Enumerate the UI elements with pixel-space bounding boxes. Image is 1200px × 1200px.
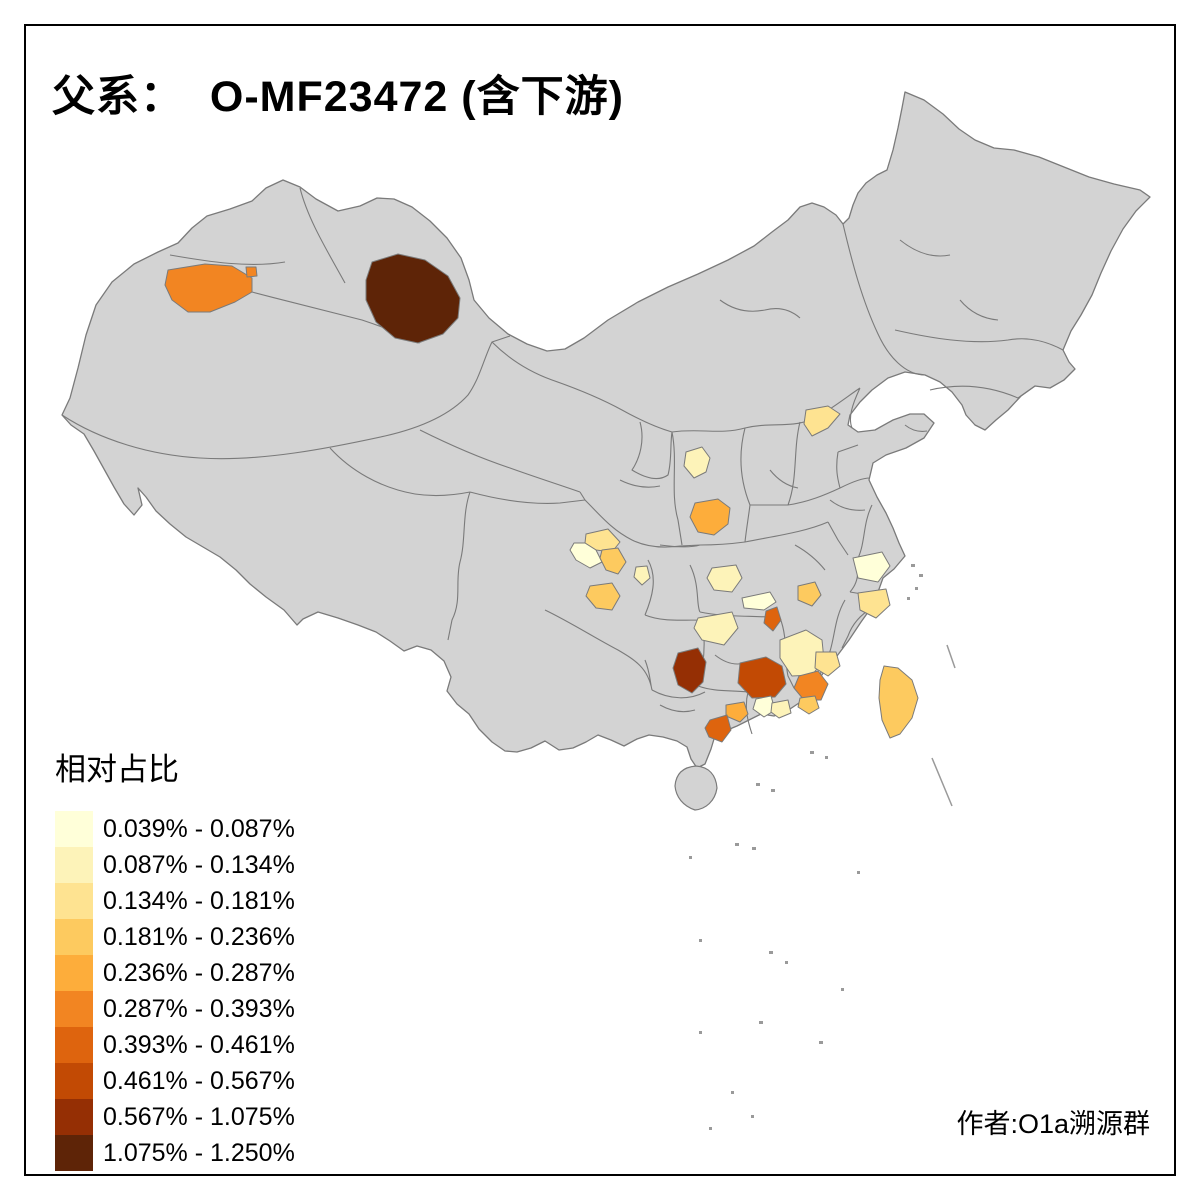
legend-swatch <box>55 991 93 1027</box>
legend-label: 0.461% - 0.567% <box>103 1066 295 1095</box>
legend-swatch <box>55 1063 93 1099</box>
china-mainland <box>61 91 1151 769</box>
map-region-guangdong-shaoguan <box>737 656 787 699</box>
legend-swatch <box>55 955 93 991</box>
legend-row: 0.134% - 0.181% <box>55 883 295 919</box>
legend-label: 0.287% - 0.393% <box>103 994 295 1023</box>
map-region-taiwan <box>878 665 919 739</box>
legend-title: 相对占比 <box>55 752 179 787</box>
south-china-sea-islands <box>689 564 956 1130</box>
map-region-guangdong-yunfu <box>725 701 749 723</box>
legend-swatch <box>55 919 93 955</box>
map-region-sichuan-south <box>585 582 621 611</box>
dash-line-islands <box>931 644 956 807</box>
map-region-xinjiang-west <box>164 263 253 313</box>
legend-swatch <box>55 847 93 883</box>
map-region-hubei-southeast <box>763 606 782 632</box>
hainan-island <box>674 765 718 811</box>
map-region-hubei-west <box>706 564 743 593</box>
legend-label: 1.075% - 1.250% <box>103 1138 295 1167</box>
legend-row: 0.567% - 1.075% <box>55 1099 295 1135</box>
map-region-shanxi-east <box>803 405 841 437</box>
legend-row: 1.075% - 1.250% <box>55 1135 295 1171</box>
map-region-sichuan-central <box>599 547 627 575</box>
map-region-xinjiang-north <box>365 253 461 344</box>
map-region-shaanxi-central <box>689 498 731 536</box>
legend-label: 0.039% - 0.087% <box>103 814 295 843</box>
map-region-xinjiang-west-dot <box>245 266 258 278</box>
legend-label: 0.087% - 0.134% <box>103 850 295 879</box>
map-region-jiangxi-northeast <box>797 581 822 607</box>
legend-swatch <box>55 1099 93 1135</box>
map-region-guangdong-shenzhen <box>770 699 792 719</box>
legend-label: 0.181% - 0.236% <box>103 922 295 951</box>
map-region-zhejiang-south <box>857 588 891 619</box>
legend-row: 0.461% - 0.567% <box>55 1063 295 1099</box>
legend-row: 0.236% - 0.287% <box>55 955 295 991</box>
legend-row: 0.287% - 0.393% <box>55 991 295 1027</box>
map-region-guangdong-chaoshan <box>797 695 820 715</box>
map-region-zhejiang-central <box>852 551 891 583</box>
map-region-fujian-west <box>814 651 841 677</box>
legend-label: 0.134% - 0.181% <box>103 886 295 915</box>
legend-label: 0.236% - 0.287% <box>103 958 295 987</box>
map-region-hunan-northeast <box>693 611 739 646</box>
map-region-guizhou-southeast <box>672 647 707 694</box>
legend-row: 0.039% - 0.087% <box>55 811 295 847</box>
legend-row: 0.393% - 0.461% <box>55 1027 295 1063</box>
map-region-hubei-central <box>741 591 777 611</box>
legend-swatch <box>55 1135 93 1171</box>
map-region-sichuan-mid-small <box>633 565 651 586</box>
map-region-guangdong-heyuan <box>793 670 829 701</box>
legend-label: 0.393% - 0.461% <box>103 1030 295 1059</box>
map-region-guangdong-guangzhou <box>752 695 776 718</box>
map-region-shanxi-southwest <box>683 446 711 479</box>
map-region-sichuan-west <box>569 542 603 569</box>
legend-swatch <box>55 1027 93 1063</box>
attribution-text: 作者:O1a溯源群 <box>956 1109 1150 1139</box>
legend-swatch <box>55 883 93 919</box>
legend-row: 0.181% - 0.236% <box>55 919 295 955</box>
map-region-guangdong-maoming <box>704 714 732 743</box>
legend-label: 0.567% - 1.075% <box>103 1102 295 1131</box>
page-title: 父系： O-MF23472 (含下游) <box>52 73 624 121</box>
legend: 相对占比 0.039% - 0.087% 0.087% - 0.134% 0.1… <box>55 744 295 1171</box>
colored-regions <box>164 253 919 743</box>
legend-swatch <box>55 811 93 847</box>
legend-row: 0.087% - 0.134% <box>55 847 295 883</box>
